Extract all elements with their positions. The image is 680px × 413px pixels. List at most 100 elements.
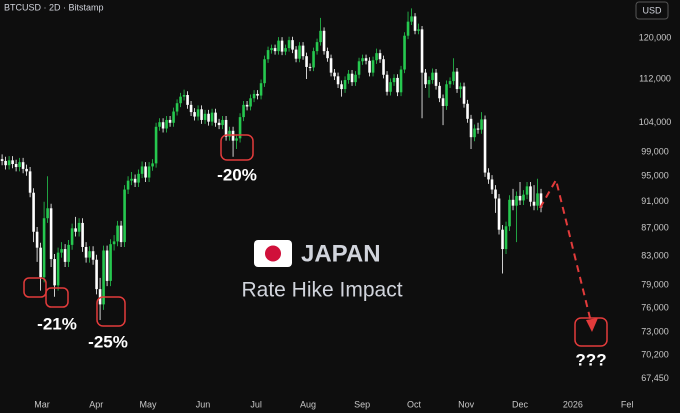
candle-body	[154, 126, 158, 164]
candle-body	[25, 168, 28, 172]
candle-body	[105, 250, 109, 281]
currency-box[interactable]	[635, 1, 669, 20]
candle-body	[511, 199, 515, 206]
candle-body	[322, 30, 326, 52]
candle-body	[116, 225, 119, 242]
candle-body	[60, 249, 63, 253]
candle-body	[466, 103, 469, 119]
candle-body	[490, 179, 494, 190]
flag-sun	[265, 245, 281, 262]
x-tick-label: Oct	[407, 399, 422, 409]
candle-body	[431, 72, 434, 81]
x-tick-label: Apr	[89, 399, 103, 409]
candle-body	[410, 16, 413, 22]
candle-body	[46, 208, 49, 219]
candle-body	[193, 112, 196, 117]
overlay-title: JAPAN	[301, 240, 381, 267]
candle-body	[112, 241, 116, 245]
candle-body	[137, 173, 140, 183]
candle-body	[39, 247, 42, 278]
y-tick-label: 73,000	[641, 326, 669, 336]
candle-body	[179, 96, 182, 104]
candle-body	[109, 244, 112, 281]
candle-body	[403, 35, 406, 70]
x-tick-label: Jun	[196, 399, 211, 409]
candle-body	[172, 111, 175, 123]
x-tick-label: Sep	[354, 399, 370, 409]
y-tick-label: 112,000	[639, 73, 671, 83]
candle-body	[182, 95, 186, 97]
x-tick-label: 2026	[563, 399, 583, 409]
candle-body	[130, 178, 133, 181]
candle-body	[18, 162, 21, 168]
candle-body	[200, 109, 203, 120]
candle-body	[273, 48, 277, 52]
y-tick-label: 79,000	[641, 280, 669, 290]
candle-body	[438, 85, 441, 99]
x-tick-label: Dec	[512, 399, 529, 409]
candle-body	[4, 160, 7, 166]
candle-body	[133, 178, 137, 183]
projection-label: ???	[575, 350, 606, 369]
candle-body	[210, 112, 214, 122]
candle-body	[501, 229, 504, 250]
candle-body	[448, 81, 452, 85]
candle-body	[0, 159, 4, 161]
drawdown-label: -25%	[88, 332, 128, 351]
x-tick-label: Fel	[621, 399, 634, 409]
overlay-subtitle: Rate Hike Impact	[241, 279, 402, 302]
y-tick-label: 83,000	[641, 251, 669, 261]
candle-body	[280, 40, 284, 52]
projection-arrow	[539, 177, 593, 327]
candle-body	[294, 49, 298, 59]
candle-body	[336, 76, 340, 85]
candle-body	[396, 77, 399, 93]
candle-body	[347, 73, 350, 81]
candle-body	[161, 122, 165, 129]
candle-body	[473, 128, 476, 138]
candle-body	[326, 51, 329, 59]
candle-body	[522, 194, 525, 201]
candle-body	[459, 86, 462, 90]
y-tick-label: 99,000	[641, 146, 669, 156]
candle-body	[329, 58, 333, 73]
y-tick-label: 87,000	[641, 223, 669, 233]
candle-body	[32, 192, 35, 232]
candle-body	[196, 109, 200, 117]
candle-body	[70, 228, 74, 245]
candle-body	[123, 189, 126, 243]
candle-body	[364, 58, 368, 61]
candle-body	[270, 48, 273, 51]
candle-body	[508, 199, 511, 227]
candle-body	[504, 226, 508, 250]
candle-body	[378, 53, 382, 60]
candle-body	[487, 172, 490, 180]
y-tick-label: 91,000	[641, 196, 669, 206]
candle-body	[189, 104, 193, 113]
candle-body	[259, 83, 263, 96]
candle-body	[483, 119, 487, 173]
candle-body	[245, 104, 249, 107]
candle-body	[480, 119, 483, 130]
candle-body	[354, 74, 357, 83]
highlight-box	[23, 277, 47, 298]
candle-body	[420, 29, 424, 73]
candle-body	[291, 40, 294, 50]
candle-body	[88, 251, 91, 258]
candle-body	[298, 45, 301, 59]
candle-body	[529, 186, 532, 202]
candle-body	[203, 113, 207, 120]
candle-body	[74, 228, 77, 232]
candle-body	[532, 201, 536, 206]
candle-body	[175, 103, 179, 112]
candle-body	[312, 51, 315, 68]
candle-body	[21, 162, 25, 169]
y-tick-label: 120,000	[639, 33, 672, 43]
candle-body	[102, 250, 105, 305]
candle-body	[165, 119, 168, 129]
currency-label[interactable]: USD	[642, 5, 662, 15]
candle-body	[305, 56, 308, 67]
candle-body	[462, 86, 466, 104]
